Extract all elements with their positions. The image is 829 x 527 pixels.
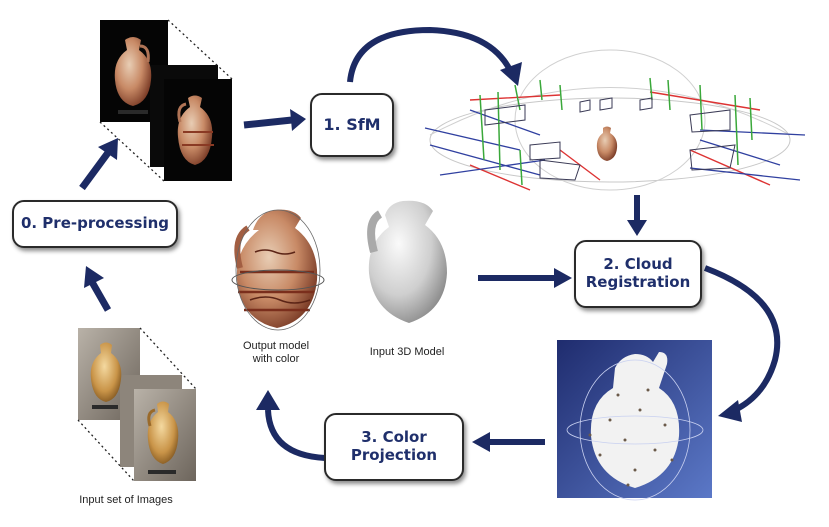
arrow-images-to-sfm — [243, 109, 306, 131]
output-caption-line2: with color — [252, 353, 300, 366]
arrow-sfm-to-cloud — [627, 195, 647, 236]
arrow-color-to-output — [256, 390, 326, 461]
point-cloud-registration-image — [557, 340, 712, 501]
step-cloud-label-line1: 2. Cloud — [603, 255, 673, 274]
output-colored-model — [231, 209, 325, 331]
step-cloud-label-line2: Registration — [585, 273, 691, 291]
arrow-model-to-cloud — [478, 268, 572, 288]
step-color-label-line2: Projection — [350, 446, 438, 464]
arrow-pointcloud-to-color — [472, 432, 545, 452]
arrow-input-to-preprocessing — [84, 266, 112, 312]
input-3d-model — [367, 200, 447, 323]
step-preprocessing-label: 0. Pre-processing — [20, 214, 170, 233]
vase-photo-icon — [177, 95, 214, 165]
input-images-caption: Input set of Images — [79, 494, 173, 506]
input-images-stack — [77, 327, 197, 482]
vase-photo-icon — [147, 401, 179, 474]
preprocessed-images-stack — [99, 19, 233, 182]
arrow-preprocessing-to-images — [79, 138, 118, 191]
step-sfm-box: 1. SfM — [310, 93, 394, 157]
arrow-cloud-to-pointcloud — [703, 265, 781, 422]
output-caption-line1: Output model — [242, 340, 310, 352]
vase-photo-icon — [90, 342, 122, 409]
step-color-label-line1: 3. Color — [361, 428, 427, 447]
flow-arrows — [79, 26, 781, 461]
arrow-sfm-to-reconstruction — [347, 26, 522, 86]
step-sfm-label: 1. SfM — [323, 114, 381, 134]
sfm-reconstruction — [424, 49, 806, 191]
output-model-caption: Output model with color — [226, 340, 326, 366]
step-color-projection-box: 3. Color Projection — [324, 413, 464, 481]
step-cloud-registration-box: 2. Cloud Registration — [574, 240, 702, 308]
input-model-caption: Input 3D Model — [369, 346, 445, 358]
step-preprocessing-box: 0. Pre-processing — [12, 200, 178, 248]
vase-photo-icon — [114, 37, 152, 114]
